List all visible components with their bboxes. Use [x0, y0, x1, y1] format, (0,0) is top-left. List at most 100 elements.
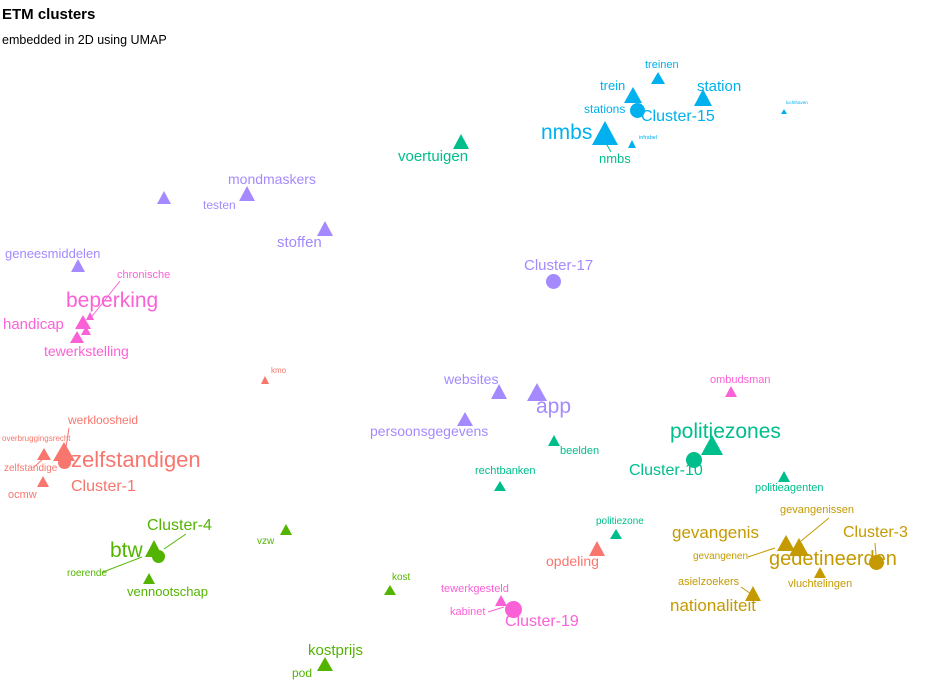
topic-label: kost: [392, 572, 411, 583]
cluster-center-point: [504, 600, 522, 618]
topic-label: trein: [600, 78, 626, 93]
topic-point-triangle: [781, 109, 787, 115]
topic-label: infrabel: [639, 135, 658, 141]
topic-label: luchthaven: [786, 100, 808, 105]
cluster-name-label: Cluster-15: [641, 108, 715, 125]
topic-label: vzw: [257, 536, 275, 547]
topic-label: beperking: [66, 289, 159, 312]
topic-label: btw: [110, 539, 143, 562]
topic-point-triangle: [142, 573, 155, 585]
topic-label: roerende: [67, 568, 108, 579]
topic-label: kabinet: [450, 606, 486, 618]
topic-label: app: [536, 395, 572, 418]
topic-label: testen: [203, 198, 236, 212]
topic-label: vennootschap: [127, 584, 208, 599]
cluster-name-label: Cluster-3: [843, 524, 908, 541]
cluster-name-label: Cluster-10: [629, 462, 703, 479]
topic-point-triangle: [724, 386, 737, 398]
topic-label: pod: [292, 666, 313, 680]
cluster-name-label: Cluster-4: [147, 517, 212, 534]
topic-point-triangle: [316, 221, 333, 237]
page-subtitle: embedded in 2D using UMAP: [2, 33, 167, 47]
topic-label: rechtbanken: [475, 465, 536, 477]
topic-point-triangle: [693, 89, 712, 107]
topic-point-triangle: [591, 120, 618, 145]
cluster-center-point: [545, 273, 561, 289]
topic-point-triangle: [813, 567, 826, 579]
cluster-name-label: Cluster-19: [505, 613, 579, 630]
topic-point-triangle: [70, 259, 85, 273]
cluster-center-point: [151, 549, 165, 563]
topic-label: asielzoekers: [678, 576, 740, 588]
leader-line: [487, 606, 505, 613]
topic-point-triangle: [526, 382, 547, 401]
topic-label: gevangenis: [672, 523, 759, 542]
topic-point-triangle: [624, 86, 642, 103]
topic-label: zelfstandigen: [71, 447, 201, 472]
topic-label: kmo: [271, 366, 287, 375]
topic-point-triangle: [588, 541, 605, 557]
topic-point-triangle: [547, 435, 560, 447]
topic-label: stations: [584, 102, 626, 116]
topic-point-triangle: [452, 134, 469, 150]
topic-point-triangle: [700, 434, 723, 455]
topic-point-triangle: [260, 375, 269, 384]
topic-label: nmbs: [541, 121, 593, 144]
topic-label: kostprijs: [308, 642, 364, 659]
topic-label: geneesmiddelen: [5, 246, 101, 261]
topic-point-triangle: [457, 411, 473, 426]
topic-point-triangle: [85, 311, 94, 320]
cluster-center-point: [57, 455, 71, 469]
topic-label: nationaliteit: [670, 596, 757, 615]
topic-label: overbruggingsrecht: [2, 434, 71, 443]
topic-point-triangle: [37, 447, 51, 460]
page-title: ETM clusters: [2, 6, 96, 23]
topic-label: ocmw: [8, 489, 37, 501]
topic-label: chronische: [117, 269, 171, 281]
topic-label: tewerkgesteld: [441, 583, 509, 595]
topic-point-triangle: [490, 384, 507, 400]
topic-label: voertuigen: [398, 148, 469, 165]
topic-point-triangle: [777, 471, 790, 483]
topic-label: websites: [444, 371, 499, 387]
cluster-name-label: Cluster-17: [524, 257, 594, 274]
topic-point-triangle: [279, 524, 292, 536]
topic-label: vluchtelingen: [788, 578, 853, 590]
topic-label: politieagenten: [755, 482, 824, 494]
topic-point-triangle: [80, 326, 91, 336]
topic-point-triangle: [53, 442, 75, 462]
topic-label: nmbs: [599, 151, 631, 166]
topic-label: station: [697, 78, 742, 95]
topic-point-triangle: [156, 191, 171, 205]
topic-point-triangle: [494, 595, 507, 607]
topic-label: handicap: [3, 316, 64, 333]
topic-label: persoonsgegevens: [370, 423, 489, 439]
topic-point-triangle: [317, 656, 333, 671]
topic-label: gevangenissen: [780, 504, 855, 516]
topic-label: mondmaskers: [228, 171, 316, 187]
cluster-name-label: Cluster-1: [71, 478, 136, 495]
topic-point-triangle: [744, 586, 761, 602]
topic-point-triangle: [610, 528, 622, 539]
topic-point-triangle: [627, 139, 636, 148]
topic-label: gevangenen: [693, 551, 749, 562]
cluster-center-point: [868, 554, 884, 570]
topic-point-triangle: [384, 584, 396, 595]
cluster-center-point: [686, 452, 702, 468]
cluster-center-point: [629, 102, 645, 118]
topic-label: stoffen: [277, 234, 322, 251]
topic-label: gedetineerden: [769, 548, 897, 570]
topic-label: tewerkstelling: [44, 343, 129, 359]
topic-point-triangle: [651, 71, 665, 84]
topic-point-triangle: [36, 476, 49, 488]
leader-line: [163, 533, 187, 550]
topic-label: politiezone: [596, 516, 644, 527]
topic-point-triangle: [238, 186, 255, 202]
topic-point-triangle: [789, 538, 809, 556]
topic-label: zelfstandige: [4, 463, 58, 474]
topic-label: beelden: [560, 445, 600, 457]
topic-point-triangle: [494, 480, 506, 491]
topic-label: ombudsman: [710, 374, 771, 386]
topic-label: politiezones: [670, 420, 781, 443]
